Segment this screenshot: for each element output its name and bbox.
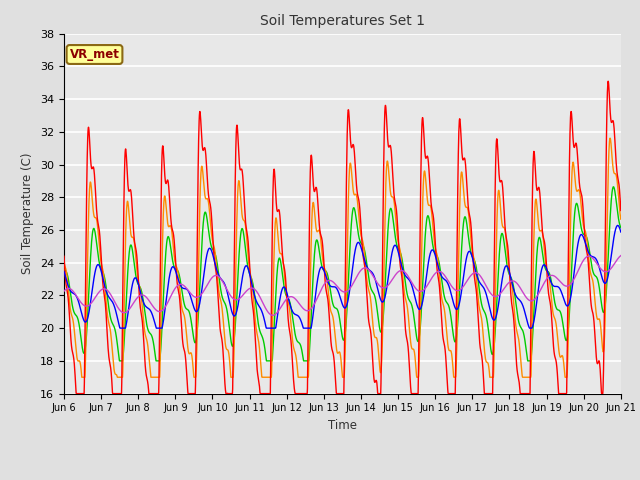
Y-axis label: Soil Temperature (C): Soil Temperature (C): [22, 153, 35, 275]
Text: VR_met: VR_met: [70, 48, 120, 61]
Title: Soil Temperatures Set 1: Soil Temperatures Set 1: [260, 14, 425, 28]
Legend: Tsoil -2cm, Tsoil -4cm, Tsoil -8cm, Tsoil -16cm, Tsoil -32cm: Tsoil -2cm, Tsoil -4cm, Tsoil -8cm, Tsoi…: [107, 477, 578, 480]
X-axis label: Time: Time: [328, 419, 357, 432]
